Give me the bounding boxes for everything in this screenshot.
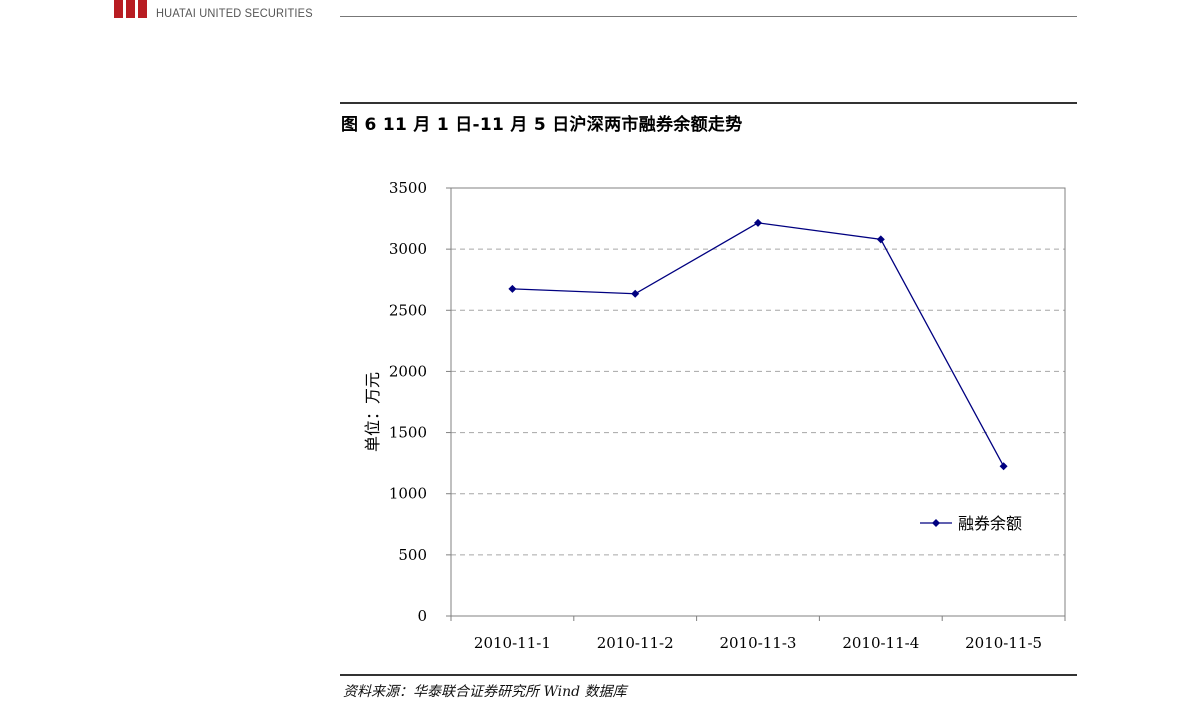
x-tick-label: 2010-11-3	[720, 634, 797, 652]
x-tick-label: 2010-11-4	[842, 634, 919, 652]
data-point-marker	[754, 218, 762, 227]
plot-area-frame	[450, 187, 1066, 617]
legend: 融券余额	[920, 514, 1022, 533]
y-axis-label: 单位：万元	[363, 372, 382, 452]
y-tick-label: 3500	[389, 179, 427, 197]
series-line	[512, 222, 1005, 467]
grid-lines	[451, 248, 1065, 556]
y-axis-ticks: 0 500 1000 1500 2000 2500 3000 3500	[389, 179, 451, 625]
x-axis-ticks: 2010-11-1 2010-11-2 2010-11-3 2010-11-4 2010…	[450, 616, 1066, 652]
y-tick-label: 2500	[389, 301, 427, 319]
x-tick-label: 2010-11-1	[474, 634, 551, 652]
data-point-marker	[508, 284, 517, 293]
figure-source-note: 资料来源：华泰联合证券研究所 Wind 数据库	[343, 684, 627, 700]
figure-bottom-rule	[340, 674, 1077, 676]
y-tick-label: 0	[417, 607, 427, 625]
legend-label: 融券余额	[958, 514, 1022, 533]
logo-mark-icon	[114, 0, 147, 18]
data-point-marker	[876, 235, 885, 244]
y-tick-label: 500	[398, 546, 427, 564]
figure-title: 图 6 11 月 1 日-11 月 5 日沪深两市融券余额走势	[341, 115, 743, 135]
logo-english-name: HUATAI UNITED SECURITIES	[156, 6, 313, 20]
y-tick-label: 3000	[389, 240, 427, 258]
series-layer	[508, 218, 1008, 471]
header-rule	[340, 16, 1077, 17]
legend-marker-icon	[932, 519, 940, 527]
x-tick-label: 2010-11-2	[597, 634, 674, 652]
y-tick-label: 1000	[389, 485, 427, 503]
data-point-marker	[999, 462, 1008, 471]
y-tick-label: 2000	[389, 362, 427, 380]
x-tick-label: 2010-11-5	[965, 634, 1042, 652]
figure-top-rule	[340, 102, 1077, 104]
company-logo: HUATAI UNITED SECURITIES	[112, 0, 313, 22]
data-point-marker	[631, 289, 640, 298]
y-tick-label: 1500	[389, 424, 427, 442]
